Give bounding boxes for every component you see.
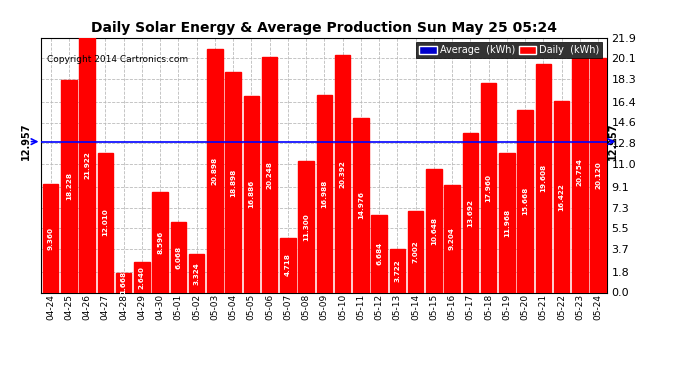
Text: 20.898: 20.898 — [212, 157, 218, 185]
Text: 12.957: 12.957 — [21, 123, 31, 160]
Text: 16.422: 16.422 — [559, 183, 564, 211]
Text: 21.922: 21.922 — [84, 151, 90, 179]
Bar — [226, 72, 241, 292]
Text: 2.640: 2.640 — [139, 266, 145, 289]
Text: 14.976: 14.976 — [358, 191, 364, 219]
Bar — [535, 64, 551, 292]
Legend: Average  (kWh), Daily  (kWh): Average (kWh), Daily (kWh) — [416, 42, 602, 58]
Text: 12.010: 12.010 — [102, 209, 108, 237]
Text: 18.228: 18.228 — [66, 172, 72, 200]
Text: Copyright 2014 Cartronics.com: Copyright 2014 Cartronics.com — [47, 56, 188, 64]
Bar — [170, 222, 186, 292]
Bar — [335, 55, 351, 292]
Bar — [262, 57, 277, 292]
Bar — [43, 183, 58, 292]
Text: 20.754: 20.754 — [577, 158, 583, 186]
Bar — [462, 133, 478, 292]
Bar — [116, 273, 131, 292]
Text: 18.898: 18.898 — [230, 168, 236, 196]
Bar — [481, 83, 496, 292]
Text: 3.324: 3.324 — [193, 262, 199, 285]
Bar — [572, 51, 588, 292]
Bar — [591, 58, 606, 292]
Text: 9.204: 9.204 — [449, 228, 455, 251]
Bar — [61, 80, 77, 292]
Bar — [499, 153, 515, 292]
Text: 20.248: 20.248 — [266, 160, 273, 189]
Text: 15.668: 15.668 — [522, 187, 528, 215]
Text: 4.718: 4.718 — [285, 254, 290, 276]
Bar — [298, 161, 314, 292]
Text: 11.968: 11.968 — [504, 209, 510, 237]
Text: 19.608: 19.608 — [540, 164, 546, 192]
Bar — [134, 262, 150, 292]
Bar — [353, 118, 368, 292]
Bar — [444, 185, 460, 292]
Text: 7.002: 7.002 — [413, 240, 419, 263]
Bar — [152, 192, 168, 292]
Text: 13.692: 13.692 — [467, 199, 473, 227]
Bar — [189, 254, 204, 292]
Bar — [426, 168, 442, 292]
Text: 10.648: 10.648 — [431, 216, 437, 244]
Bar — [371, 214, 387, 292]
Text: 16.988: 16.988 — [322, 180, 327, 208]
Text: 1.668: 1.668 — [121, 271, 126, 294]
Bar — [280, 238, 295, 292]
Bar — [518, 110, 533, 292]
Text: 16.886: 16.886 — [248, 180, 255, 209]
Bar — [317, 95, 332, 292]
Text: 17.960: 17.960 — [486, 174, 491, 202]
Bar — [408, 211, 424, 292]
Bar — [207, 49, 223, 292]
Text: 20.392: 20.392 — [339, 160, 346, 188]
Text: 11.300: 11.300 — [303, 213, 309, 241]
Text: 20.120: 20.120 — [595, 162, 601, 189]
Bar — [79, 37, 95, 292]
Bar — [390, 249, 405, 292]
Bar — [554, 101, 569, 292]
Text: 8.596: 8.596 — [157, 231, 163, 254]
Text: 12.957: 12.957 — [608, 123, 618, 160]
Text: 6.068: 6.068 — [175, 246, 181, 269]
Bar — [244, 96, 259, 292]
Text: 9.360: 9.360 — [48, 226, 54, 249]
Title: Daily Solar Energy & Average Production Sun May 25 05:24: Daily Solar Energy & Average Production … — [91, 21, 558, 35]
Text: 3.722: 3.722 — [394, 260, 400, 282]
Bar — [97, 153, 113, 292]
Text: 6.684: 6.684 — [376, 242, 382, 265]
